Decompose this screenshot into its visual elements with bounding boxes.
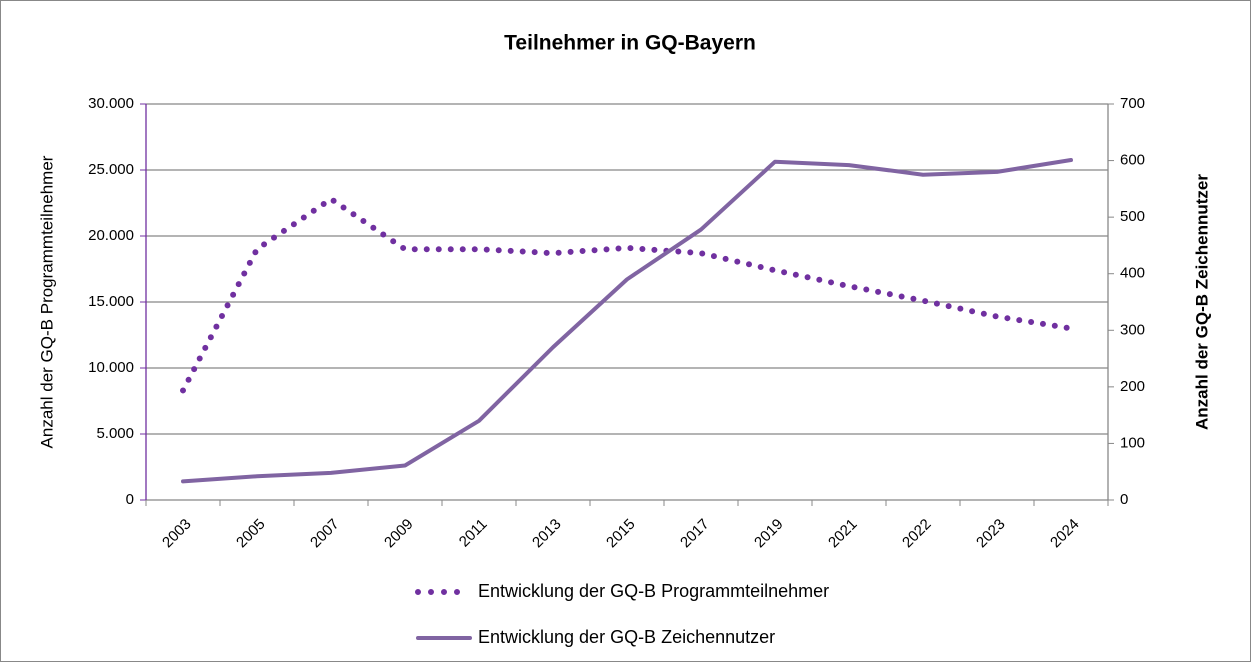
y2-tick-label: 200 [1120, 378, 1145, 395]
legend-label: Entwicklung der GQ-B Zeichennutzer [478, 627, 775, 647]
data-line [181, 158, 1073, 484]
y2-tick-label: 300 [1120, 321, 1145, 338]
y-tick-label: 30.000 [88, 95, 134, 112]
y2-tick-label: 700 [1120, 95, 1145, 112]
y-tick-label: 5.000 [96, 425, 134, 442]
y2-tick-label: 100 [1120, 434, 1145, 451]
y2-axis-label: Anzahl der GQ-B Zeichennutzer [1192, 174, 1211, 430]
y-axis-label: Anzahl der GQ-B Programmteilnehmer [37, 155, 56, 448]
legend-label: Entwicklung der GQ-B Programmteilnehmer [478, 581, 829, 601]
data-line [180, 196, 1074, 394]
y-tick-label: 15.000 [88, 293, 134, 310]
y2-tick-label: 500 [1120, 208, 1145, 225]
y-tick-label: 0 [126, 491, 134, 508]
y2-tick-label: 400 [1120, 265, 1145, 282]
y-tick-label: 25.000 [88, 161, 134, 178]
y-tick-label: 20.000 [88, 227, 134, 244]
y2-tick-label: 0 [1120, 491, 1128, 508]
y2-tick-label: 600 [1120, 152, 1145, 169]
chart-title: Teilnehmer in GQ-Bayern [504, 32, 756, 55]
y-tick-label: 10.000 [88, 359, 134, 376]
